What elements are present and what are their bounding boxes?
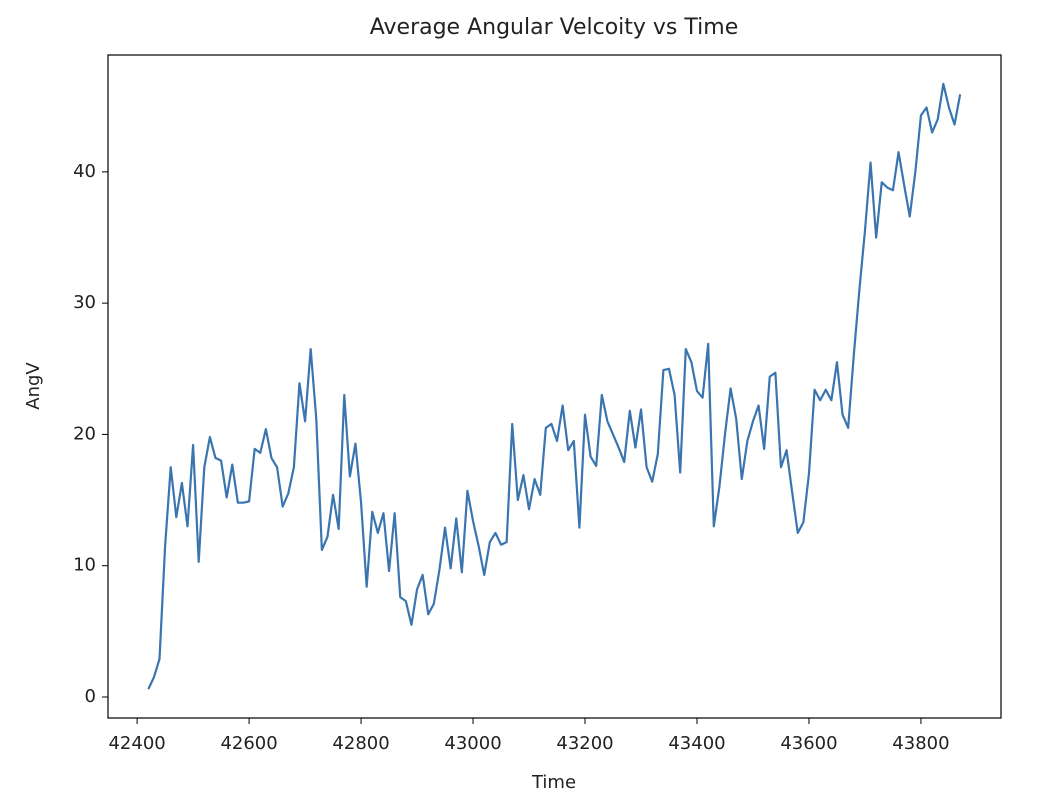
x-tick-label: 43600 bbox=[780, 733, 837, 754]
y-tick-label: 20 bbox=[73, 423, 96, 444]
x-tick-label: 42600 bbox=[220, 733, 277, 754]
y-tick-label: 30 bbox=[73, 292, 96, 313]
chart-title: Average Angular Velcoity vs Time bbox=[370, 15, 738, 40]
x-tick-label: 42400 bbox=[108, 733, 165, 754]
y-tick-label: 10 bbox=[73, 555, 96, 576]
x-tick-label: 42800 bbox=[332, 733, 389, 754]
x-tick-label: 43200 bbox=[556, 733, 613, 754]
data-line bbox=[147, 82, 962, 690]
y-tick-label: 0 bbox=[85, 686, 96, 707]
plot-frame bbox=[107, 54, 1002, 719]
x-tick-label: 43000 bbox=[444, 733, 501, 754]
x-axis-label: Time bbox=[531, 772, 576, 793]
y-axis-label: AngV bbox=[23, 362, 44, 410]
y-tick-label: 40 bbox=[73, 161, 96, 182]
x-tick-label: 43800 bbox=[892, 733, 949, 754]
x-tick-label: 43400 bbox=[668, 733, 725, 754]
